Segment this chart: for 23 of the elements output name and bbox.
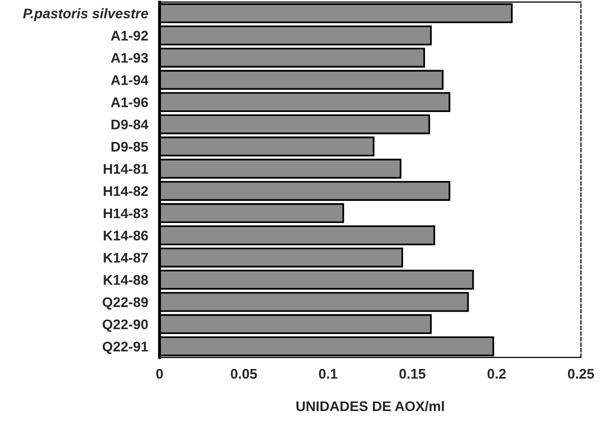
x-tick-label: 0.05 xyxy=(230,368,257,379)
y-tick-label: A1-93 xyxy=(110,52,148,63)
y-tick-label: P.pastoris silvestre xyxy=(23,8,148,22)
y-tick-label: K14-88 xyxy=(104,275,148,285)
y-tick-label: K14-86 xyxy=(104,230,148,240)
y-tick-label: D9-84 xyxy=(112,120,148,130)
y-tick-label: H14-82 xyxy=(104,186,148,196)
y-tick-label: A1-96 xyxy=(110,97,148,108)
y-tick-label: A1-94 xyxy=(110,75,148,86)
x-axis-title: UNIDADES DE AOX/ml xyxy=(296,400,444,412)
y-tick-label: Q22-91 xyxy=(102,342,148,354)
x-tick-label: 0 xyxy=(156,368,163,379)
y-tick-label: A1-92 xyxy=(110,30,148,41)
x-tick-label: 0.2 xyxy=(488,368,506,379)
x-tick-label: 0.25 xyxy=(568,368,594,379)
y-tick-label: H14-81 xyxy=(104,164,148,174)
x-tick-label: 0.15 xyxy=(399,368,426,379)
y-tick-label: Q22-89 xyxy=(102,297,148,310)
y-tick-label: K14-87 xyxy=(104,252,148,263)
y-tick-label: D9-85 xyxy=(112,142,148,152)
x-tick-label: 0.1 xyxy=(318,368,338,379)
y-tick-label: H14-83 xyxy=(104,208,148,218)
y-tick-label: Q22-90 xyxy=(102,319,148,332)
